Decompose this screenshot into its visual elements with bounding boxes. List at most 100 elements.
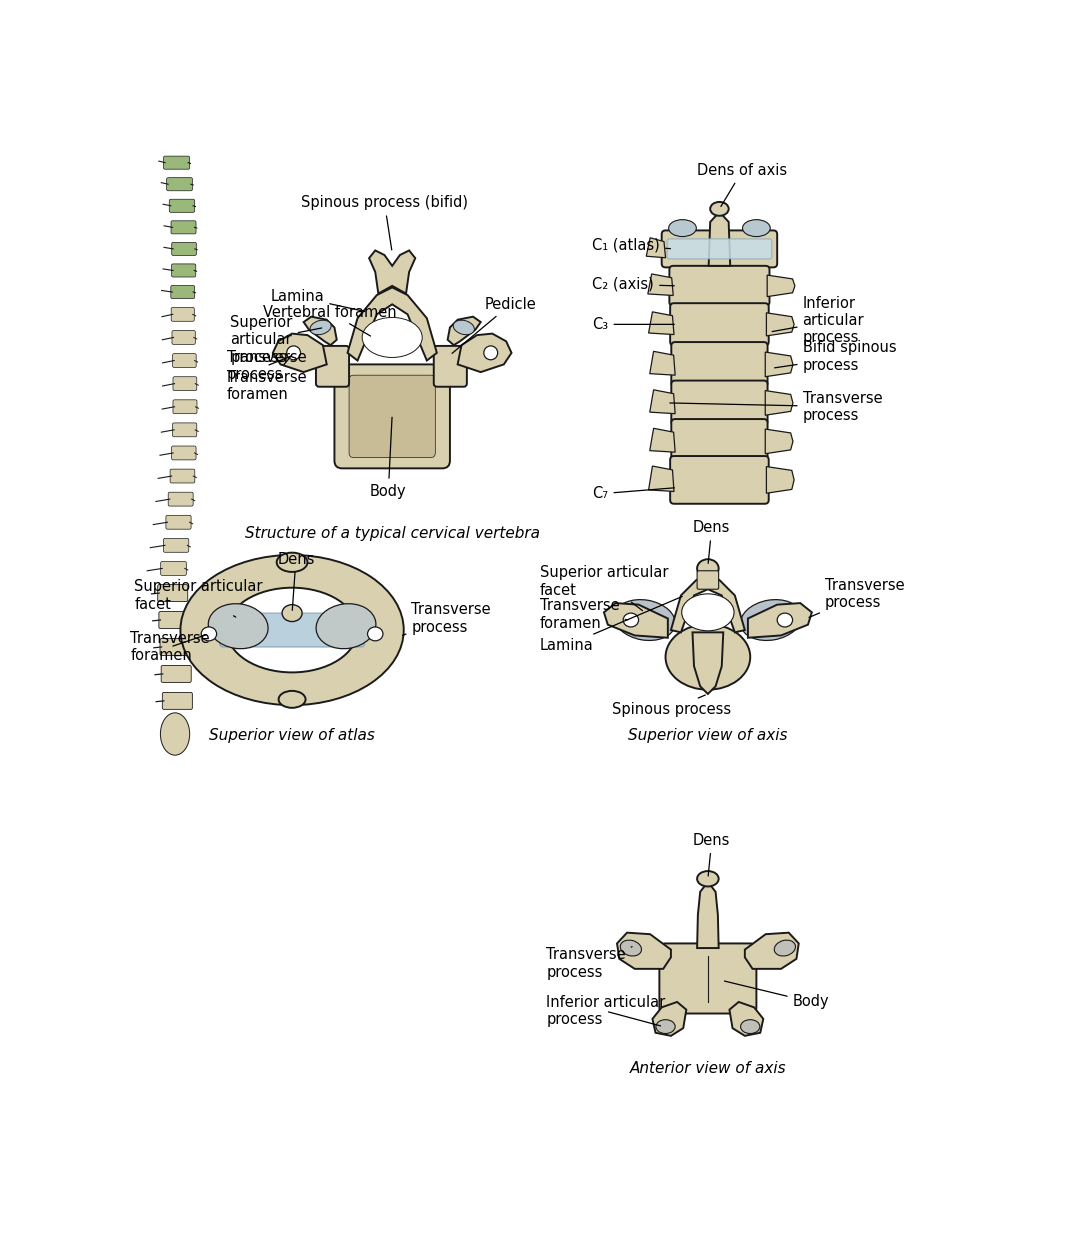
Polygon shape bbox=[273, 334, 327, 372]
FancyBboxPatch shape bbox=[164, 156, 190, 169]
FancyBboxPatch shape bbox=[671, 381, 768, 425]
Polygon shape bbox=[708, 212, 730, 265]
Polygon shape bbox=[649, 466, 674, 491]
Polygon shape bbox=[617, 932, 671, 968]
FancyBboxPatch shape bbox=[161, 666, 192, 682]
Polygon shape bbox=[697, 882, 719, 949]
FancyBboxPatch shape bbox=[169, 200, 195, 212]
Polygon shape bbox=[369, 250, 415, 294]
Ellipse shape bbox=[208, 604, 269, 649]
FancyBboxPatch shape bbox=[172, 331, 195, 345]
FancyBboxPatch shape bbox=[670, 456, 769, 503]
Polygon shape bbox=[766, 391, 793, 415]
Ellipse shape bbox=[181, 556, 404, 706]
Polygon shape bbox=[671, 577, 745, 632]
Text: Transverse
foramen: Transverse foramen bbox=[226, 355, 306, 402]
Ellipse shape bbox=[778, 613, 793, 627]
Polygon shape bbox=[745, 932, 799, 968]
FancyBboxPatch shape bbox=[160, 562, 186, 575]
FancyBboxPatch shape bbox=[173, 377, 197, 391]
Ellipse shape bbox=[774, 940, 796, 956]
Text: Spinous process (bifid): Spinous process (bifid) bbox=[301, 196, 468, 250]
Text: Bifid spinous
process: Bifid spinous process bbox=[774, 341, 897, 373]
Polygon shape bbox=[766, 429, 793, 454]
FancyBboxPatch shape bbox=[220, 613, 365, 647]
Ellipse shape bbox=[282, 605, 302, 621]
Text: Lamina: Lamina bbox=[540, 596, 682, 653]
FancyBboxPatch shape bbox=[160, 639, 190, 656]
Text: C₂ (axis): C₂ (axis) bbox=[592, 277, 675, 291]
Ellipse shape bbox=[741, 1019, 760, 1033]
Ellipse shape bbox=[710, 202, 729, 216]
Text: Superior articular
facet: Superior articular facet bbox=[134, 579, 263, 618]
Text: C₇: C₇ bbox=[592, 486, 675, 501]
Polygon shape bbox=[447, 316, 481, 345]
Polygon shape bbox=[604, 603, 668, 637]
Polygon shape bbox=[348, 288, 436, 361]
FancyBboxPatch shape bbox=[670, 304, 769, 346]
Text: Anterior view of axis: Anterior view of axis bbox=[629, 1061, 786, 1076]
FancyBboxPatch shape bbox=[172, 423, 197, 436]
Text: C₃: C₃ bbox=[592, 317, 675, 332]
Ellipse shape bbox=[668, 219, 696, 237]
FancyBboxPatch shape bbox=[671, 342, 768, 387]
FancyBboxPatch shape bbox=[162, 692, 193, 709]
Text: Inferior
articular
process: Inferior articular process bbox=[772, 295, 864, 346]
Polygon shape bbox=[649, 311, 674, 335]
Text: Vertebral foramen: Vertebral foramen bbox=[263, 305, 396, 336]
FancyBboxPatch shape bbox=[166, 516, 191, 529]
FancyBboxPatch shape bbox=[171, 308, 194, 321]
Text: Transverse
foramen: Transverse foramen bbox=[130, 631, 210, 663]
FancyBboxPatch shape bbox=[158, 584, 187, 601]
Polygon shape bbox=[458, 334, 511, 372]
Ellipse shape bbox=[697, 559, 719, 578]
Text: Body: Body bbox=[725, 981, 830, 1009]
Ellipse shape bbox=[614, 600, 676, 641]
Polygon shape bbox=[692, 632, 723, 694]
Polygon shape bbox=[748, 603, 812, 637]
FancyBboxPatch shape bbox=[171, 221, 196, 234]
Polygon shape bbox=[767, 466, 794, 494]
Ellipse shape bbox=[681, 594, 734, 631]
Text: Superior view of atlas: Superior view of atlas bbox=[209, 728, 375, 743]
Text: Structure of a typical cervical vertebra: Structure of a typical cervical vertebra bbox=[245, 526, 539, 542]
Polygon shape bbox=[650, 351, 675, 376]
Text: Transverse
process: Transverse process bbox=[403, 603, 491, 635]
FancyBboxPatch shape bbox=[671, 419, 768, 464]
FancyBboxPatch shape bbox=[335, 365, 449, 469]
Text: Dens of axis: Dens of axis bbox=[697, 162, 787, 207]
Polygon shape bbox=[648, 274, 674, 295]
Ellipse shape bbox=[362, 317, 422, 357]
Polygon shape bbox=[652, 1002, 687, 1035]
Text: Superior view of axis: Superior view of axis bbox=[628, 728, 787, 743]
Ellipse shape bbox=[656, 1019, 675, 1033]
Ellipse shape bbox=[276, 553, 308, 572]
FancyBboxPatch shape bbox=[170, 469, 195, 484]
Text: Inferior articular
process: Inferior articular process bbox=[546, 994, 665, 1028]
Polygon shape bbox=[647, 238, 666, 258]
Ellipse shape bbox=[226, 588, 357, 672]
Polygon shape bbox=[730, 1002, 764, 1035]
Text: Dens: Dens bbox=[277, 552, 315, 610]
Polygon shape bbox=[650, 428, 675, 453]
Text: Spinous process: Spinous process bbox=[612, 696, 731, 717]
Text: Dens: Dens bbox=[693, 833, 730, 875]
Text: Superior articular
facet: Superior articular facet bbox=[540, 565, 668, 610]
FancyBboxPatch shape bbox=[660, 944, 756, 1013]
FancyBboxPatch shape bbox=[171, 285, 195, 299]
Text: Transverse
process: Transverse process bbox=[226, 350, 306, 382]
Text: C₁ (atlas): C₁ (atlas) bbox=[592, 238, 670, 253]
Ellipse shape bbox=[160, 713, 190, 755]
Polygon shape bbox=[650, 389, 675, 414]
Ellipse shape bbox=[316, 604, 376, 649]
Ellipse shape bbox=[484, 346, 498, 360]
Polygon shape bbox=[767, 275, 795, 296]
Text: Dens: Dens bbox=[693, 521, 730, 563]
Ellipse shape bbox=[697, 870, 719, 887]
FancyBboxPatch shape bbox=[171, 446, 196, 460]
Polygon shape bbox=[303, 316, 337, 345]
FancyBboxPatch shape bbox=[167, 177, 193, 191]
FancyBboxPatch shape bbox=[662, 231, 778, 268]
FancyBboxPatch shape bbox=[667, 239, 772, 259]
Text: Lamina: Lamina bbox=[271, 289, 365, 311]
